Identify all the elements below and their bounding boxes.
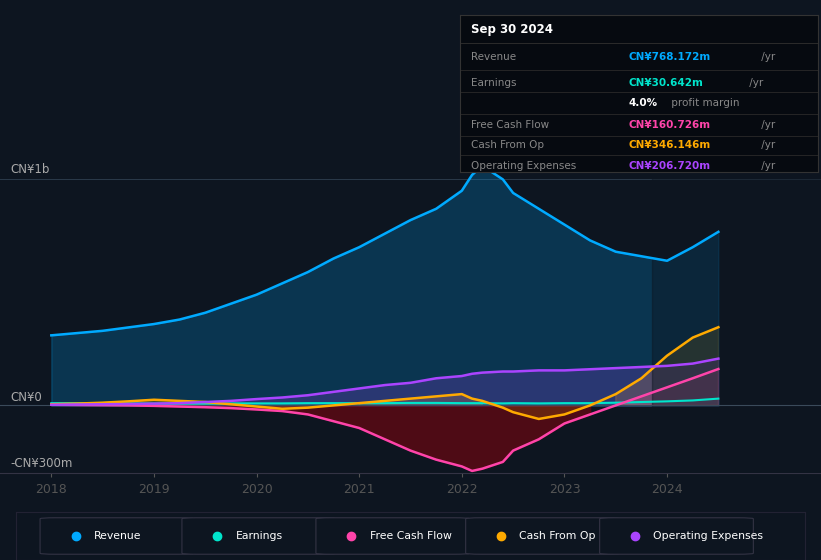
Text: /yr: /yr — [759, 161, 776, 171]
Text: Free Cash Flow: Free Cash Flow — [470, 120, 549, 130]
FancyBboxPatch shape — [466, 518, 619, 554]
Text: Cash From Op: Cash From Op — [470, 141, 544, 150]
Text: Revenue: Revenue — [470, 53, 516, 62]
Text: CN¥206.720m: CN¥206.720m — [628, 161, 710, 171]
Text: CN¥1b: CN¥1b — [10, 163, 49, 176]
FancyBboxPatch shape — [182, 518, 336, 554]
Text: Earnings: Earnings — [236, 531, 282, 541]
Text: CN¥30.642m: CN¥30.642m — [628, 77, 703, 87]
Text: CN¥0: CN¥0 — [10, 391, 42, 404]
Text: /yr: /yr — [759, 141, 776, 150]
Text: 4.0%: 4.0% — [628, 98, 658, 108]
Text: Earnings: Earnings — [470, 77, 516, 87]
Text: /yr: /yr — [759, 53, 776, 62]
Text: -CN¥300m: -CN¥300m — [10, 457, 72, 470]
Text: /yr: /yr — [759, 120, 776, 130]
Text: CN¥160.726m: CN¥160.726m — [628, 120, 710, 130]
Text: Revenue: Revenue — [94, 531, 141, 541]
Text: Free Cash Flow: Free Cash Flow — [369, 531, 452, 541]
Text: Operating Expenses: Operating Expenses — [654, 531, 764, 541]
Text: CN¥346.146m: CN¥346.146m — [628, 141, 710, 150]
Bar — [652, 157, 821, 473]
FancyBboxPatch shape — [599, 518, 754, 554]
FancyBboxPatch shape — [40, 518, 194, 554]
Text: /yr: /yr — [746, 77, 764, 87]
FancyBboxPatch shape — [316, 518, 470, 554]
Text: CN¥768.172m: CN¥768.172m — [628, 53, 710, 62]
Text: Operating Expenses: Operating Expenses — [470, 161, 576, 171]
Text: Sep 30 2024: Sep 30 2024 — [470, 22, 553, 36]
Text: Cash From Op: Cash From Op — [519, 531, 596, 541]
Text: profit margin: profit margin — [667, 98, 739, 108]
